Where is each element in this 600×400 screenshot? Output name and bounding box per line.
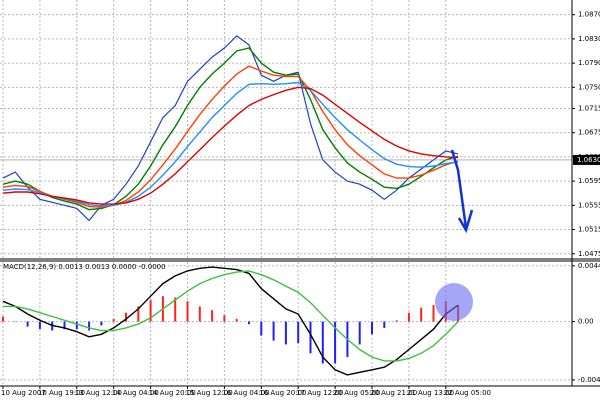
histogram-bar	[235, 319, 238, 322]
x-tick-label: 13 Aug 12:00	[75, 389, 122, 397]
histogram-bar	[14, 321, 17, 323]
histogram-bar	[395, 320, 398, 322]
histogram-bar	[149, 300, 152, 322]
y-tick-label: 1.0555	[578, 201, 600, 209]
plot-layer	[0, 0, 572, 385]
histogram-bar	[112, 319, 115, 322]
line-series	[2, 266, 459, 376]
histogram-bar	[407, 312, 410, 322]
histogram-bar	[383, 321, 386, 328]
histogram-bar	[186, 301, 189, 322]
line-series	[2, 65, 459, 208]
price-label-box	[573, 154, 600, 165]
histogram-bar	[63, 321, 66, 330]
y-tick-label: 1.0715	[578, 105, 600, 113]
macd-title: MACD(12,26,9) 0.0013 0.0013 0.0000 -0.00…	[3, 263, 166, 271]
y-tick-label: 1.0790	[578, 59, 600, 67]
y-tick-label: 0.00	[578, 318, 594, 326]
line-series	[3, 270, 459, 362]
x-tick-label: 15 Aug 12:00	[186, 389, 233, 397]
histogram-bar	[38, 321, 41, 330]
histogram-bar	[297, 321, 300, 344]
histogram-bar	[137, 306, 140, 322]
histogram-bar	[2, 316, 4, 322]
histogram-bar	[420, 307, 423, 322]
histogram-bar	[432, 305, 435, 322]
histogram-bar	[321, 321, 324, 364]
line-series	[2, 47, 459, 211]
y-tick-label: -0.0046	[578, 376, 600, 384]
y-tick-label: 0.0044	[578, 262, 600, 270]
y-tick-label: 1.0475	[578, 250, 600, 258]
forecast-arrowhead	[457, 209, 474, 234]
x-tick-label: 22 Aug 05:00	[444, 389, 491, 397]
y-tick-label: 1.0750	[578, 83, 600, 91]
forecast-arrow	[450, 149, 468, 229]
x-tick-label: 10 Aug 19:00	[38, 389, 85, 397]
histogram-bar	[174, 297, 177, 322]
line-series	[2, 86, 459, 205]
histogram-bar	[26, 321, 29, 327]
x-tick-label: 14 Aug 04:00	[112, 389, 159, 397]
y-tick-label: 1.0675	[578, 129, 600, 137]
highlight-circle	[435, 283, 473, 321]
histogram-bar	[371, 321, 373, 335]
y-tick-label: 1.0870	[578, 11, 600, 19]
x-tick-label: 16 Aug 20:00	[259, 389, 306, 397]
histogram-bar	[358, 321, 361, 345]
line-series	[2, 35, 459, 222]
histogram-bar	[223, 315, 226, 322]
histogram-bar	[211, 310, 214, 322]
y-tick-label: 1.0595	[578, 177, 600, 185]
histogram-bar	[309, 321, 312, 354]
histogram-bar	[88, 321, 91, 331]
x-tick-label: 10 Aug 2007	[1, 389, 46, 397]
x-tick-label: 14 Aug 20:00	[149, 389, 196, 397]
histogram-bar	[100, 321, 103, 326]
x-tick-label: 20 Aug 21:00	[370, 389, 417, 397]
x-tick-label: 20 Aug 05:00	[333, 389, 380, 397]
y-tick-label: 1.0830	[578, 35, 600, 43]
histogram-bar	[260, 321, 263, 336]
histogram-bar	[334, 321, 337, 364]
histogram-bar	[125, 312, 127, 322]
y-tick-label: 1.0515	[578, 226, 600, 234]
histogram-bar	[272, 321, 275, 341]
histogram-bar	[75, 321, 78, 330]
line-series	[2, 81, 459, 207]
histogram-bar	[284, 321, 287, 345]
histogram-bar	[198, 306, 201, 322]
x-tick-label: 21 Aug 13:00	[407, 389, 454, 397]
histogram-bar	[248, 321, 250, 325]
x-tick-label: 17 Aug 12:00	[296, 389, 343, 397]
x-tick-label: 16 Aug 04:00	[222, 389, 269, 397]
price-label: 1.0630	[577, 156, 600, 164]
